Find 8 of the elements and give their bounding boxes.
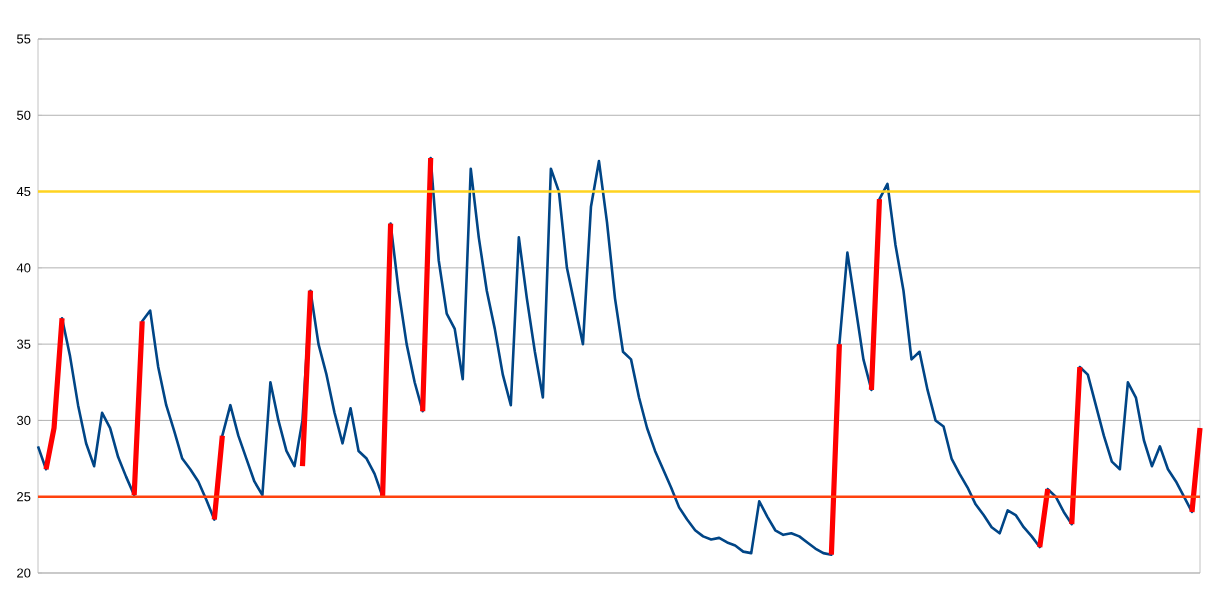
y-tick-label: 45 [16, 187, 31, 197]
y-tick-label: 30 [16, 415, 31, 426]
y-tick-label: 25 [17, 492, 31, 502]
y-tick-label: 20 [17, 568, 31, 578]
y-tick-label: 40 [16, 263, 31, 273]
y-tick-label: 55 [17, 34, 31, 44]
y-tick-label: 50 [17, 110, 31, 120]
y-tick-label: 35 [16, 339, 31, 349]
